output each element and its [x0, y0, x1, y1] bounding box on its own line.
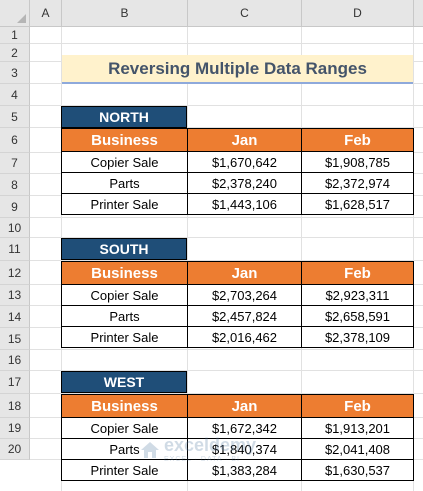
- gridline: [30, 260, 423, 261]
- cell-feb[interactable]: $2,378,109: [301, 326, 414, 348]
- cell-feb[interactable]: $2,372,974: [301, 172, 414, 194]
- cell-jan[interactable]: $2,703,264: [187, 284, 302, 306]
- gridline: [30, 217, 423, 218]
- region-label-west: WEST: [61, 371, 187, 393]
- row-header-9[interactable]: 9: [0, 196, 30, 218]
- column-header-d[interactable]: D: [302, 0, 414, 27]
- row-header-8[interactable]: 8: [0, 174, 30, 196]
- table-row: Copier Sale $1,672,342 $1,913,201: [61, 417, 414, 439]
- cell-feb[interactable]: $1,630,537: [301, 459, 414, 481]
- column-header-c[interactable]: C: [188, 0, 302, 27]
- row-header-7[interactable]: 7: [0, 153, 30, 174]
- header-feb[interactable]: Feb: [301, 128, 414, 152]
- row-header-19[interactable]: 19: [0, 418, 30, 439]
- table-header-row: Business Jan Feb: [61, 128, 414, 152]
- row-header-4[interactable]: 4: [0, 84, 30, 106]
- data-table-west: Business Jan Feb Copier Sale $1,672,342 …: [61, 394, 414, 481]
- table-header-row: Business Jan Feb: [61, 261, 414, 285]
- header-jan[interactable]: Jan: [187, 128, 302, 152]
- row-header-20[interactable]: 20: [0, 439, 30, 460]
- gridline: [413, 27, 414, 491]
- cell-business[interactable]: Printer Sale: [61, 326, 188, 348]
- cell-business[interactable]: Copier Sale: [61, 417, 188, 439]
- table-row: Printer Sale $1,383,284 $1,630,537: [61, 459, 414, 481]
- row-header-15[interactable]: 15: [0, 328, 30, 350]
- gridline: [30, 370, 423, 371]
- cell-business[interactable]: Parts: [61, 438, 188, 460]
- row-header-2[interactable]: 2: [0, 44, 30, 62]
- cell-feb[interactable]: $1,913,201: [301, 417, 414, 439]
- data-table-north: Business Jan Feb Copier Sale $1,670,642 …: [61, 128, 414, 215]
- row-header-12[interactable]: 12: [0, 261, 30, 285]
- gridline: [301, 27, 302, 491]
- column-header-a[interactable]: A: [30, 0, 62, 27]
- header-business[interactable]: Business: [61, 394, 188, 418]
- cell-jan[interactable]: $2,378,240: [187, 172, 302, 194]
- cell-jan[interactable]: $2,016,462: [187, 326, 302, 348]
- cell-feb[interactable]: $1,628,517: [301, 193, 414, 215]
- table-row: Printer Sale $2,016,462 $2,378,109: [61, 326, 414, 348]
- row-header-3[interactable]: 3: [0, 62, 30, 84]
- row-header-11[interactable]: 11: [0, 238, 30, 261]
- table-row: Printer Sale $1,443,106 $1,628,517: [61, 193, 414, 215]
- row-header-5[interactable]: 5: [0, 106, 30, 128]
- region-label-north: NORTH: [61, 106, 187, 128]
- table-row: Copier Sale $2,703,264 $2,923,311: [61, 284, 414, 306]
- header-jan[interactable]: Jan: [187, 394, 302, 418]
- header-feb[interactable]: Feb: [301, 394, 414, 418]
- select-all-corner[interactable]: [0, 0, 30, 27]
- gridline: [30, 393, 423, 394]
- table-row: Copier Sale $1,670,642 $1,908,785: [61, 151, 414, 173]
- table-row: Parts $2,457,824 $2,658,591: [61, 305, 414, 327]
- cell-business[interactable]: Parts: [61, 305, 188, 327]
- cell-jan[interactable]: $1,443,106: [187, 193, 302, 215]
- table-header-row: Business Jan Feb: [61, 394, 414, 418]
- cell-jan[interactable]: $1,670,642: [187, 151, 302, 173]
- cell-business[interactable]: Copier Sale: [61, 151, 188, 173]
- row-header-17[interactable]: 17: [0, 371, 30, 394]
- header-feb[interactable]: Feb: [301, 261, 414, 285]
- table-row: Parts $1,840,374 $2,041,408: [61, 438, 414, 460]
- gridline: [30, 237, 423, 238]
- data-table-south: Business Jan Feb Copier Sale $2,703,264 …: [61, 261, 414, 348]
- gridline: [30, 349, 423, 350]
- select-all-triangle-icon: [17, 14, 26, 23]
- row-header-18[interactable]: 18: [0, 394, 30, 418]
- cell-business[interactable]: Copier Sale: [61, 284, 188, 306]
- column-header-b[interactable]: B: [62, 0, 188, 27]
- gridline: [30, 127, 423, 128]
- cell-jan[interactable]: $1,672,342: [187, 417, 302, 439]
- cell-jan[interactable]: $2,457,824: [187, 305, 302, 327]
- header-business[interactable]: Business: [61, 128, 188, 152]
- cell-jan[interactable]: $1,840,374: [187, 438, 302, 460]
- column-header-e[interactable]: [414, 0, 423, 27]
- cell-business[interactable]: Parts: [61, 172, 188, 194]
- cell-feb[interactable]: $2,658,591: [301, 305, 414, 327]
- cell-feb[interactable]: $2,923,311: [301, 284, 414, 306]
- cell-business[interactable]: Printer Sale: [61, 459, 188, 481]
- region-label-south: SOUTH: [61, 238, 187, 260]
- row-header-6[interactable]: 6: [0, 128, 30, 153]
- gridline: [30, 105, 423, 106]
- cell-feb[interactable]: $1,908,785: [301, 151, 414, 173]
- gridline: [187, 27, 188, 491]
- row-header-13[interactable]: 13: [0, 285, 30, 306]
- row-header-14[interactable]: 14: [0, 306, 30, 328]
- cell-feb[interactable]: $2,041,408: [301, 438, 414, 460]
- gridline: [30, 43, 423, 44]
- row-header-1[interactable]: 1: [0, 27, 30, 44]
- row-header-16[interactable]: 16: [0, 350, 30, 371]
- row-header-10[interactable]: 10: [0, 218, 30, 238]
- cell-business[interactable]: Printer Sale: [61, 193, 188, 215]
- table-row: Parts $2,378,240 $2,372,974: [61, 172, 414, 194]
- header-jan[interactable]: Jan: [187, 261, 302, 285]
- sheet-title: Reversing Multiple Data Ranges: [62, 55, 413, 84]
- header-business[interactable]: Business: [61, 261, 188, 285]
- cell-jan[interactable]: $1,383,284: [187, 459, 302, 481]
